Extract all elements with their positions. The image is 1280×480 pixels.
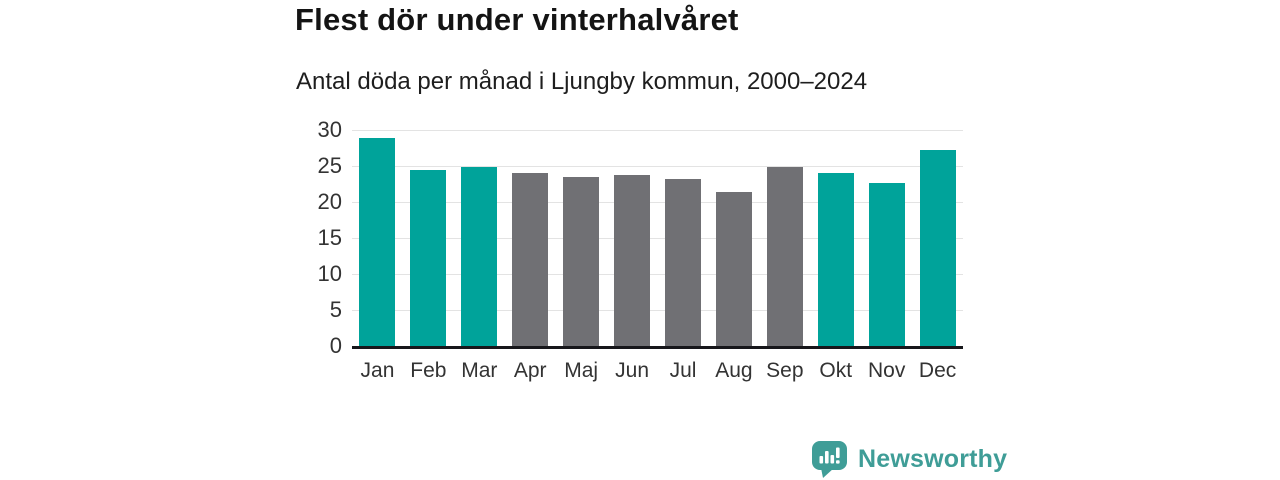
x-tick-jul: Jul bbox=[669, 359, 697, 382]
bar-cell-apr bbox=[505, 130, 556, 346]
bar-cell-jan bbox=[352, 130, 403, 346]
bar-cell-nov bbox=[861, 130, 912, 346]
plot-area bbox=[352, 130, 963, 349]
bar-cell-sep bbox=[759, 130, 810, 346]
bar-cell-mar bbox=[454, 130, 505, 346]
x-tick-apr: Apr bbox=[513, 359, 547, 382]
x-tick-nov: Nov bbox=[868, 359, 906, 382]
bar-mar bbox=[461, 166, 498, 346]
bar-chart: 0 5 10 15 20 25 30 Jan Feb Mar Apr Maj Jun Jul Aug Sep… bbox=[318, 118, 963, 382]
bar-cell-aug bbox=[708, 130, 759, 346]
bar-cell-dec bbox=[912, 130, 963, 346]
gridline-25 bbox=[352, 166, 963, 167]
x-tick-okt: Okt bbox=[819, 359, 853, 382]
x-axis-tick-labels: Jan Feb Mar Apr Maj Jun Jul Aug Sep Okt Nov Dec bbox=[352, 359, 963, 383]
gridline-20 bbox=[352, 202, 963, 203]
bar-cell-jul bbox=[658, 130, 709, 346]
y-tick-25: 25 bbox=[317, 153, 342, 178]
x-tick-jun: Jun bbox=[615, 359, 649, 382]
bar-sep bbox=[766, 167, 803, 346]
bar-apr bbox=[512, 173, 549, 346]
x-tick-aug: Aug bbox=[715, 359, 753, 382]
y-tick-5: 5 bbox=[329, 297, 342, 322]
bar-aug bbox=[715, 191, 752, 346]
gridline-30 bbox=[352, 130, 963, 131]
x-tick-feb: Feb bbox=[410, 359, 447, 382]
newsworthy-logo-text: Newsworthy bbox=[858, 445, 1008, 473]
gridline-15 bbox=[352, 238, 963, 239]
bars-row bbox=[352, 130, 963, 346]
y-tick-15: 15 bbox=[317, 225, 342, 250]
bar-cell-feb bbox=[403, 130, 454, 346]
bar-cell-okt bbox=[810, 130, 861, 346]
bar-jun bbox=[614, 174, 651, 346]
y-tick-20: 20 bbox=[317, 189, 342, 214]
x-tick-mar: Mar bbox=[461, 359, 498, 382]
bar-cell-jun bbox=[607, 130, 658, 346]
chart-title: Flest dör under vinterhalvåret bbox=[295, 2, 739, 37]
bar-okt bbox=[817, 173, 854, 346]
bar-jan bbox=[359, 137, 396, 346]
x-tick-sep: Sep bbox=[766, 359, 804, 382]
gridline-10 bbox=[352, 274, 963, 275]
newsworthy-logo: Newsworthy bbox=[810, 440, 1007, 479]
gridline-5 bbox=[352, 310, 963, 311]
y-tick-10: 10 bbox=[317, 261, 342, 286]
newsworthy-logo-icon bbox=[812, 441, 847, 478]
chart-subtitle: Antal döda per månad i Ljungby kommun, 2… bbox=[296, 68, 868, 95]
y-tick-0: 0 bbox=[329, 333, 342, 358]
bar-feb bbox=[410, 170, 447, 346]
x-tick-jan: Jan bbox=[360, 359, 395, 382]
bar-maj bbox=[563, 176, 600, 346]
x-tick-maj: Maj bbox=[564, 359, 599, 382]
bar-jul bbox=[664, 178, 701, 346]
bar-cell-maj bbox=[556, 130, 607, 346]
y-axis-tick-labels: 0 5 10 15 20 25 30 bbox=[290, 118, 342, 358]
y-tick-30: 30 bbox=[317, 117, 342, 142]
bar-dec bbox=[919, 150, 956, 346]
bar-nov bbox=[868, 182, 905, 346]
x-tick-dec: Dec bbox=[918, 359, 957, 382]
